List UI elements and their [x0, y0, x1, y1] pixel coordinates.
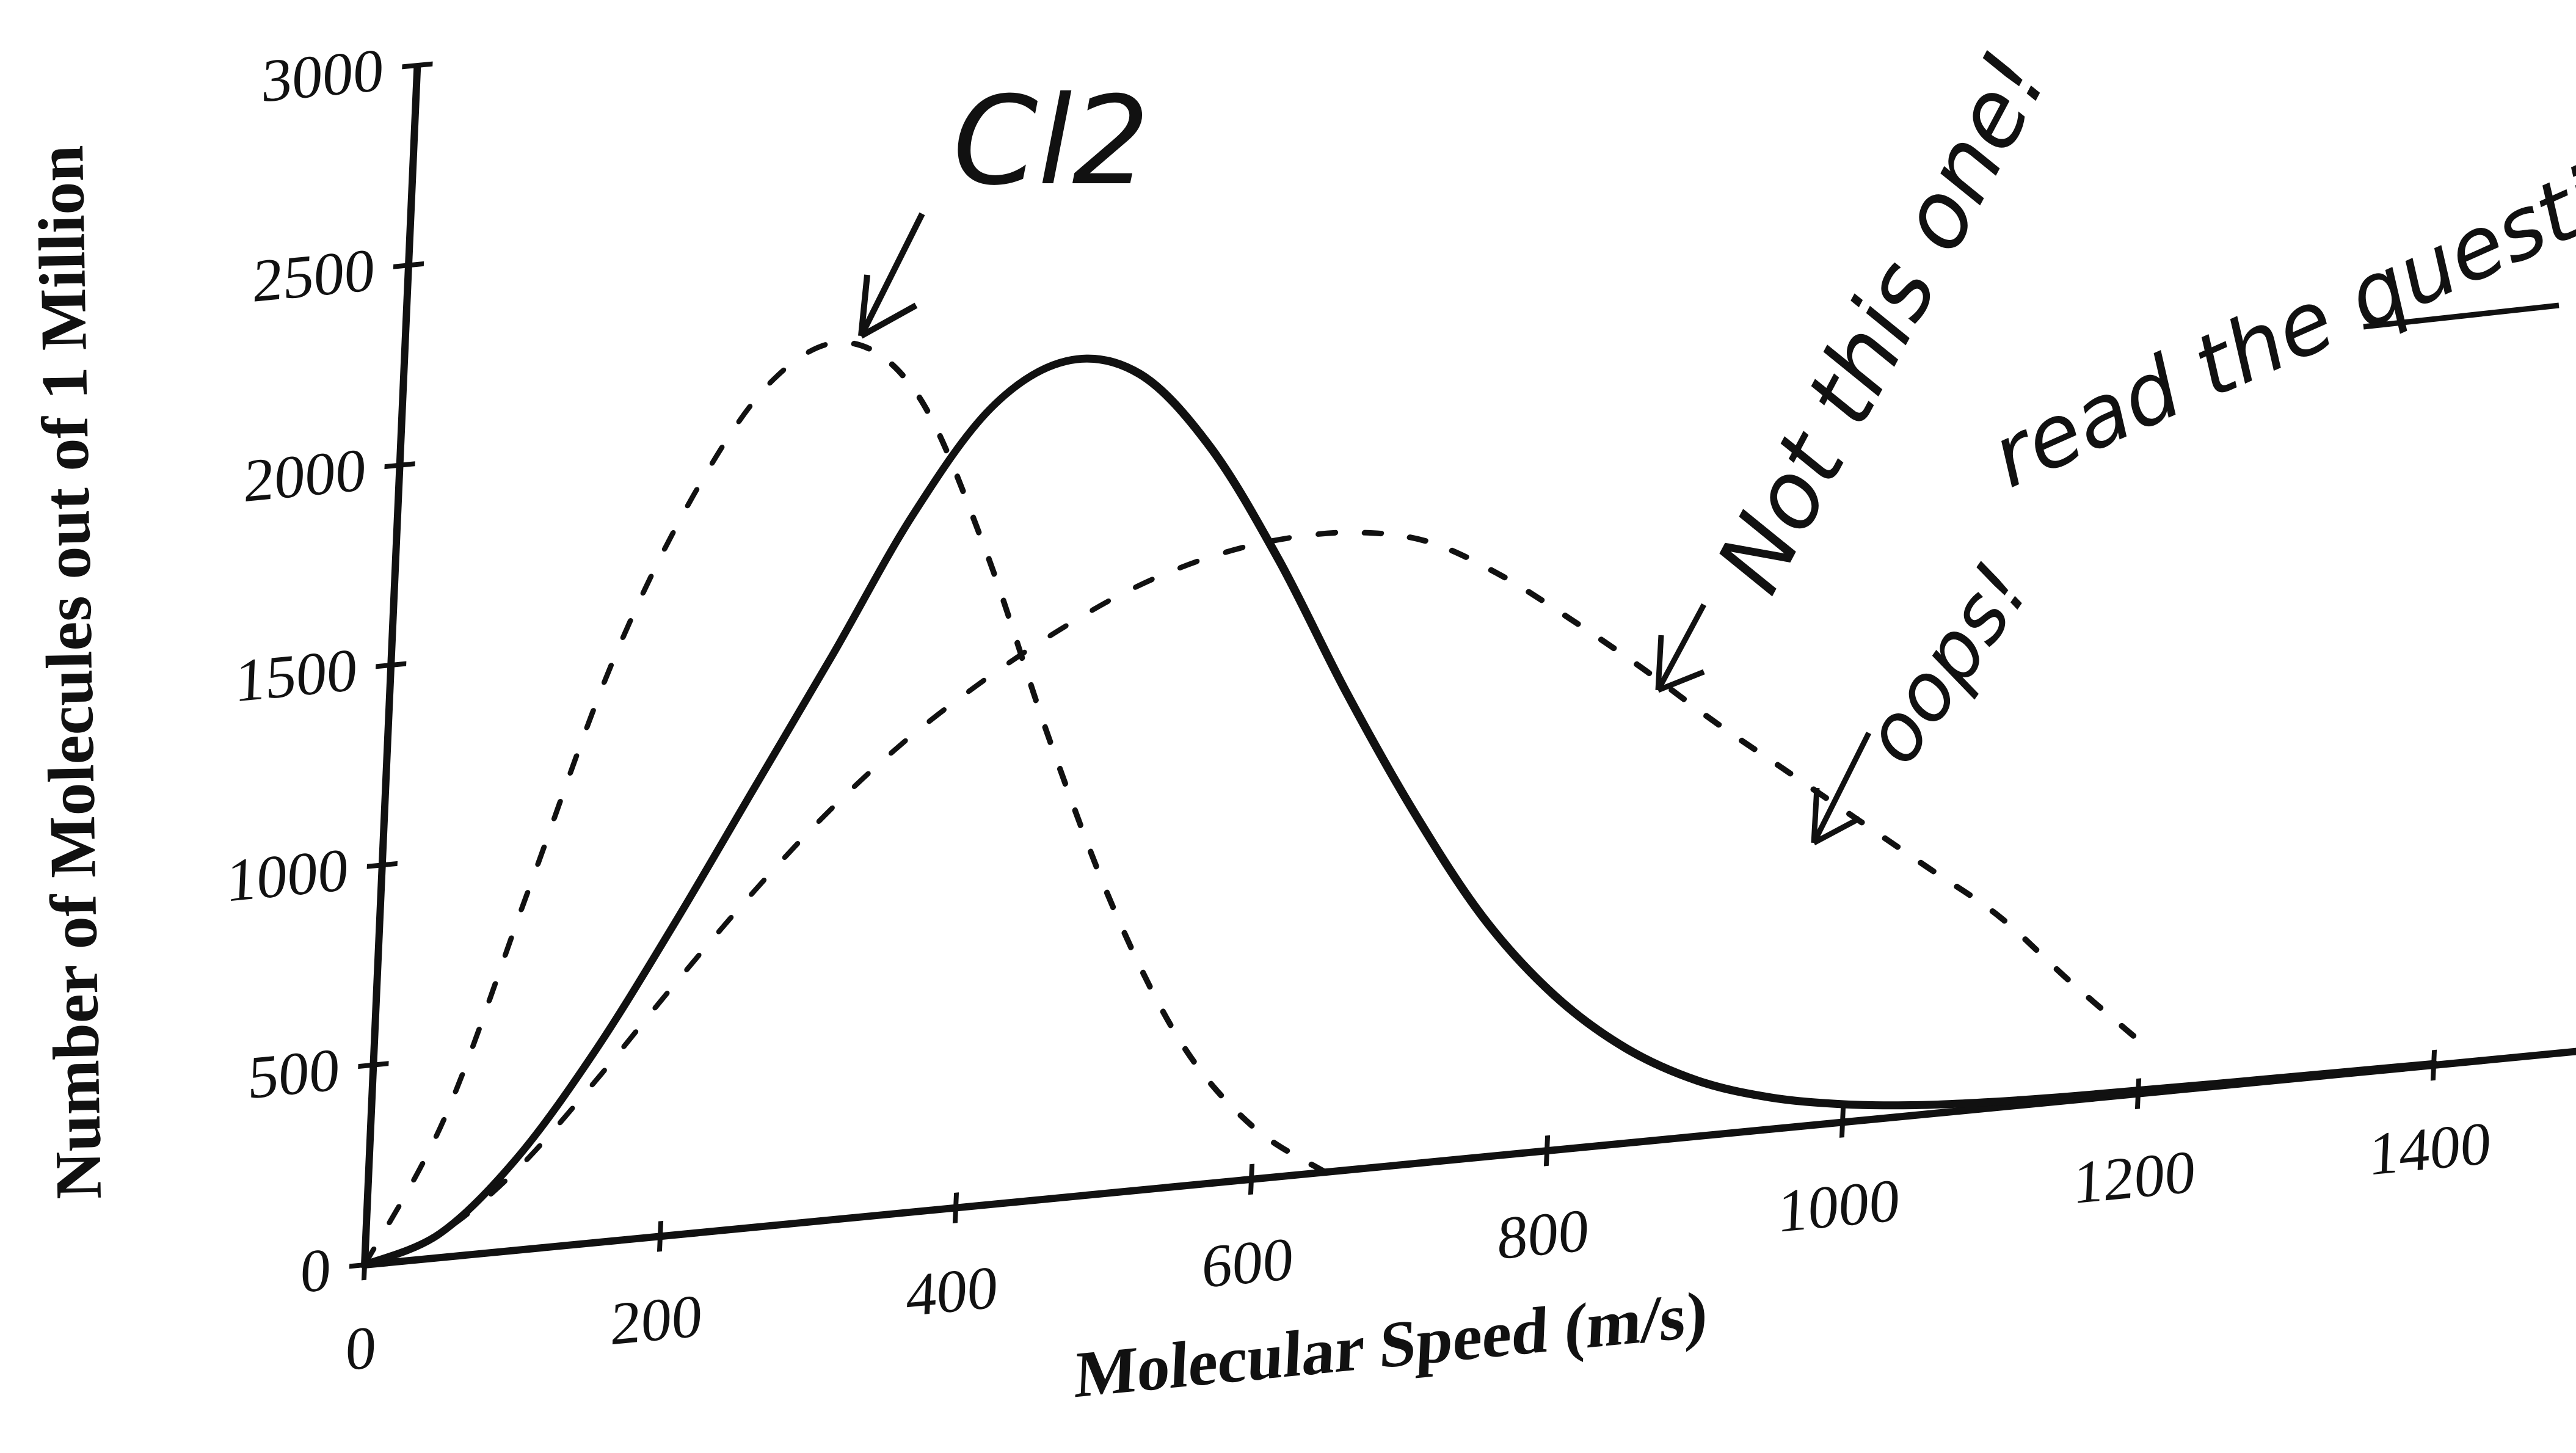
data-line	[362, 339, 1328, 1268]
arrow	[858, 212, 925, 339]
x-tick	[657, 1220, 664, 1252]
x-tick-label: 1200	[2072, 1137, 2197, 1217]
y-tick	[358, 1061, 389, 1069]
y-tick	[384, 461, 415, 470]
x-tick-label: 1400	[2368, 1109, 2493, 1189]
y-tick-label: 3000	[260, 36, 385, 115]
y-tick	[402, 61, 433, 70]
y-tick-label: 0	[299, 1236, 332, 1306]
arrow	[1811, 731, 1872, 845]
y-tick	[393, 261, 424, 269]
x-tick	[1248, 1163, 1255, 1195]
underline	[2363, 302, 2560, 330]
x-tick-label: 0	[344, 1313, 378, 1384]
y-tick-label: 2500	[252, 236, 377, 315]
y-tick-label: 2000	[242, 435, 368, 515]
x-tick-label: 600	[1201, 1225, 1295, 1301]
x-tick-label: 800	[1496, 1196, 1591, 1272]
x-tick	[1839, 1107, 1846, 1138]
x-tick-label: 200	[609, 1281, 704, 1358]
y-tick	[366, 861, 398, 869]
x-tick-label: 400	[905, 1253, 1000, 1330]
x-tick	[1543, 1135, 1551, 1167]
x-tick-label: 1000	[1777, 1166, 1902, 1245]
y-tick	[376, 661, 407, 669]
annotation: Cl2	[953, 70, 1149, 213]
y-tick-label: 1500	[234, 636, 359, 715]
x-tick	[952, 1192, 959, 1223]
arrow	[1655, 603, 1706, 693]
y-tick-label: 1000	[225, 836, 350, 915]
data-line	[360, 354, 2438, 1269]
y-tick-label: 500	[247, 1035, 341, 1112]
